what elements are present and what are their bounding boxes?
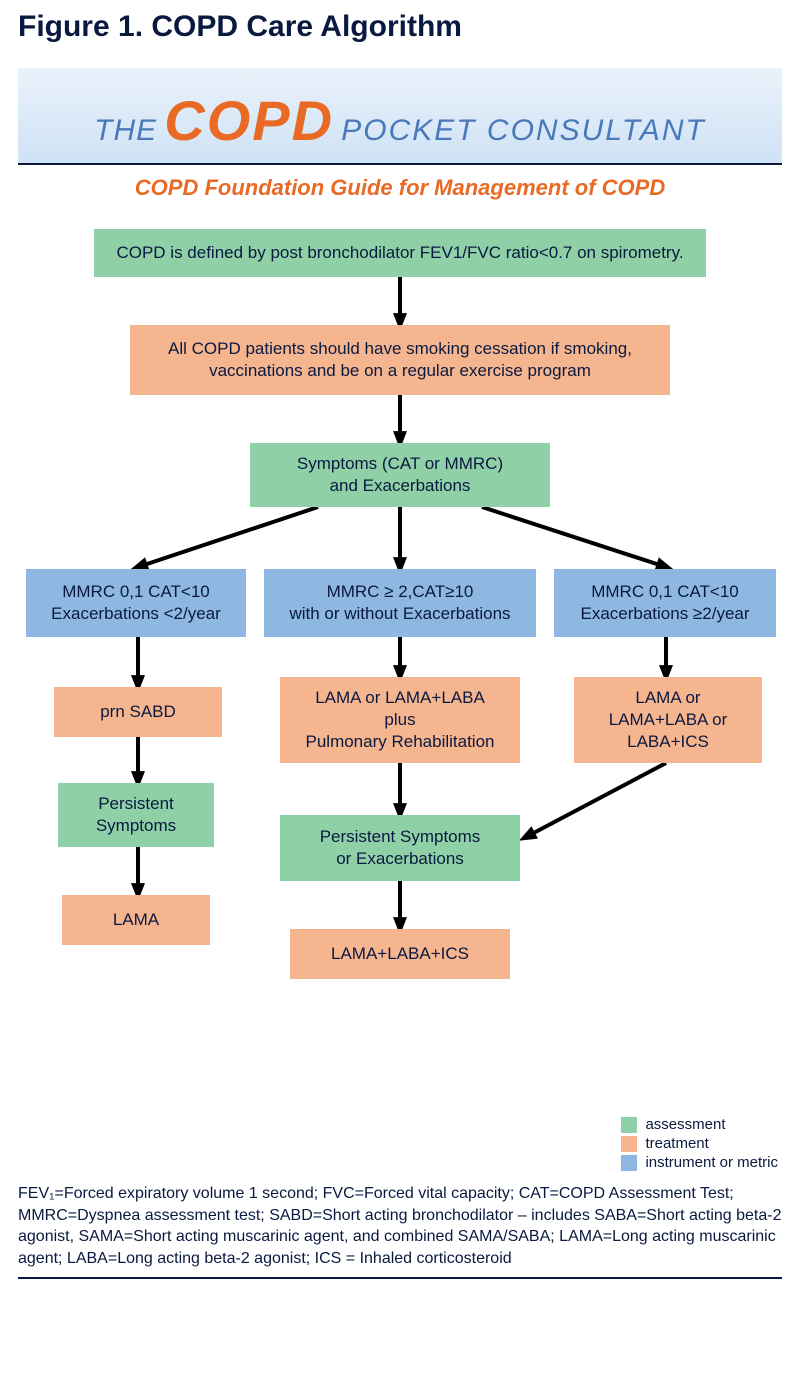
banner-copd: COPD xyxy=(164,89,334,152)
banner-the: THE xyxy=(94,114,157,147)
legend-item-treatment: treatment xyxy=(621,1135,778,1152)
flow-node-n7: prn SABD xyxy=(54,687,222,737)
banner-line: THE COPD POCKET CONSULTANT xyxy=(26,88,774,153)
flow-node-n4: MMRC 0,1 CAT<10 Exacerbations <2/year xyxy=(26,569,246,637)
subtitle: COPD Foundation Guide for Management of … xyxy=(18,171,782,217)
legend-item-metric: instrument or metric xyxy=(621,1154,778,1171)
flow-node-n12: LAMA xyxy=(62,895,210,945)
legend-swatch xyxy=(621,1155,637,1171)
flow-node-n3: Symptoms (CAT or MMRC) and Exacerbations xyxy=(250,443,550,507)
legend-label: assessment xyxy=(645,1116,725,1133)
abbreviations-footnote: FEV₁=Forced expiratory volume 1 second; … xyxy=(18,1183,782,1279)
legend-item-assessment: assessment xyxy=(621,1116,778,1133)
flow-node-n9: LAMA or LAMA+LABA or LABA+ICS xyxy=(574,677,762,763)
flow-node-n6: MMRC 0,1 CAT<10 Exacerbations ≥2/year xyxy=(554,569,776,637)
legend-label: instrument or metric xyxy=(645,1154,778,1171)
flow-node-n5: MMRC ≥ 2,CAT≥10 with or without Exacerba… xyxy=(264,569,536,637)
legend-label: treatment xyxy=(645,1135,708,1152)
flow-node-n8: LAMA or LAMA+LABA plus Pulmonary Rehabil… xyxy=(280,677,520,763)
flow-node-n10: Persistent Symptoms xyxy=(58,783,214,847)
flow-node-n13: LAMA+LABA+ICS xyxy=(290,929,510,979)
flow-node-n11: Persistent Symptoms or Exacerbations xyxy=(280,815,520,881)
flow-node-n2: All COPD patients should have smoking ce… xyxy=(130,325,670,395)
flow-node-n1: COPD is defined by post bronchodilator F… xyxy=(94,229,706,277)
legend-swatch xyxy=(621,1136,637,1152)
legend-swatch xyxy=(621,1117,637,1133)
flowchart: assessmenttreatmentinstrument or metric … xyxy=(18,217,782,1177)
figure-title: Figure 1. COPD Care Algorithm xyxy=(0,0,800,50)
consultant-banner: THE COPD POCKET CONSULTANT xyxy=(18,68,782,165)
banner-rest: POCKET CONSULTANT xyxy=(341,114,706,147)
legend: assessment treatment instrument or metric xyxy=(621,1116,778,1173)
